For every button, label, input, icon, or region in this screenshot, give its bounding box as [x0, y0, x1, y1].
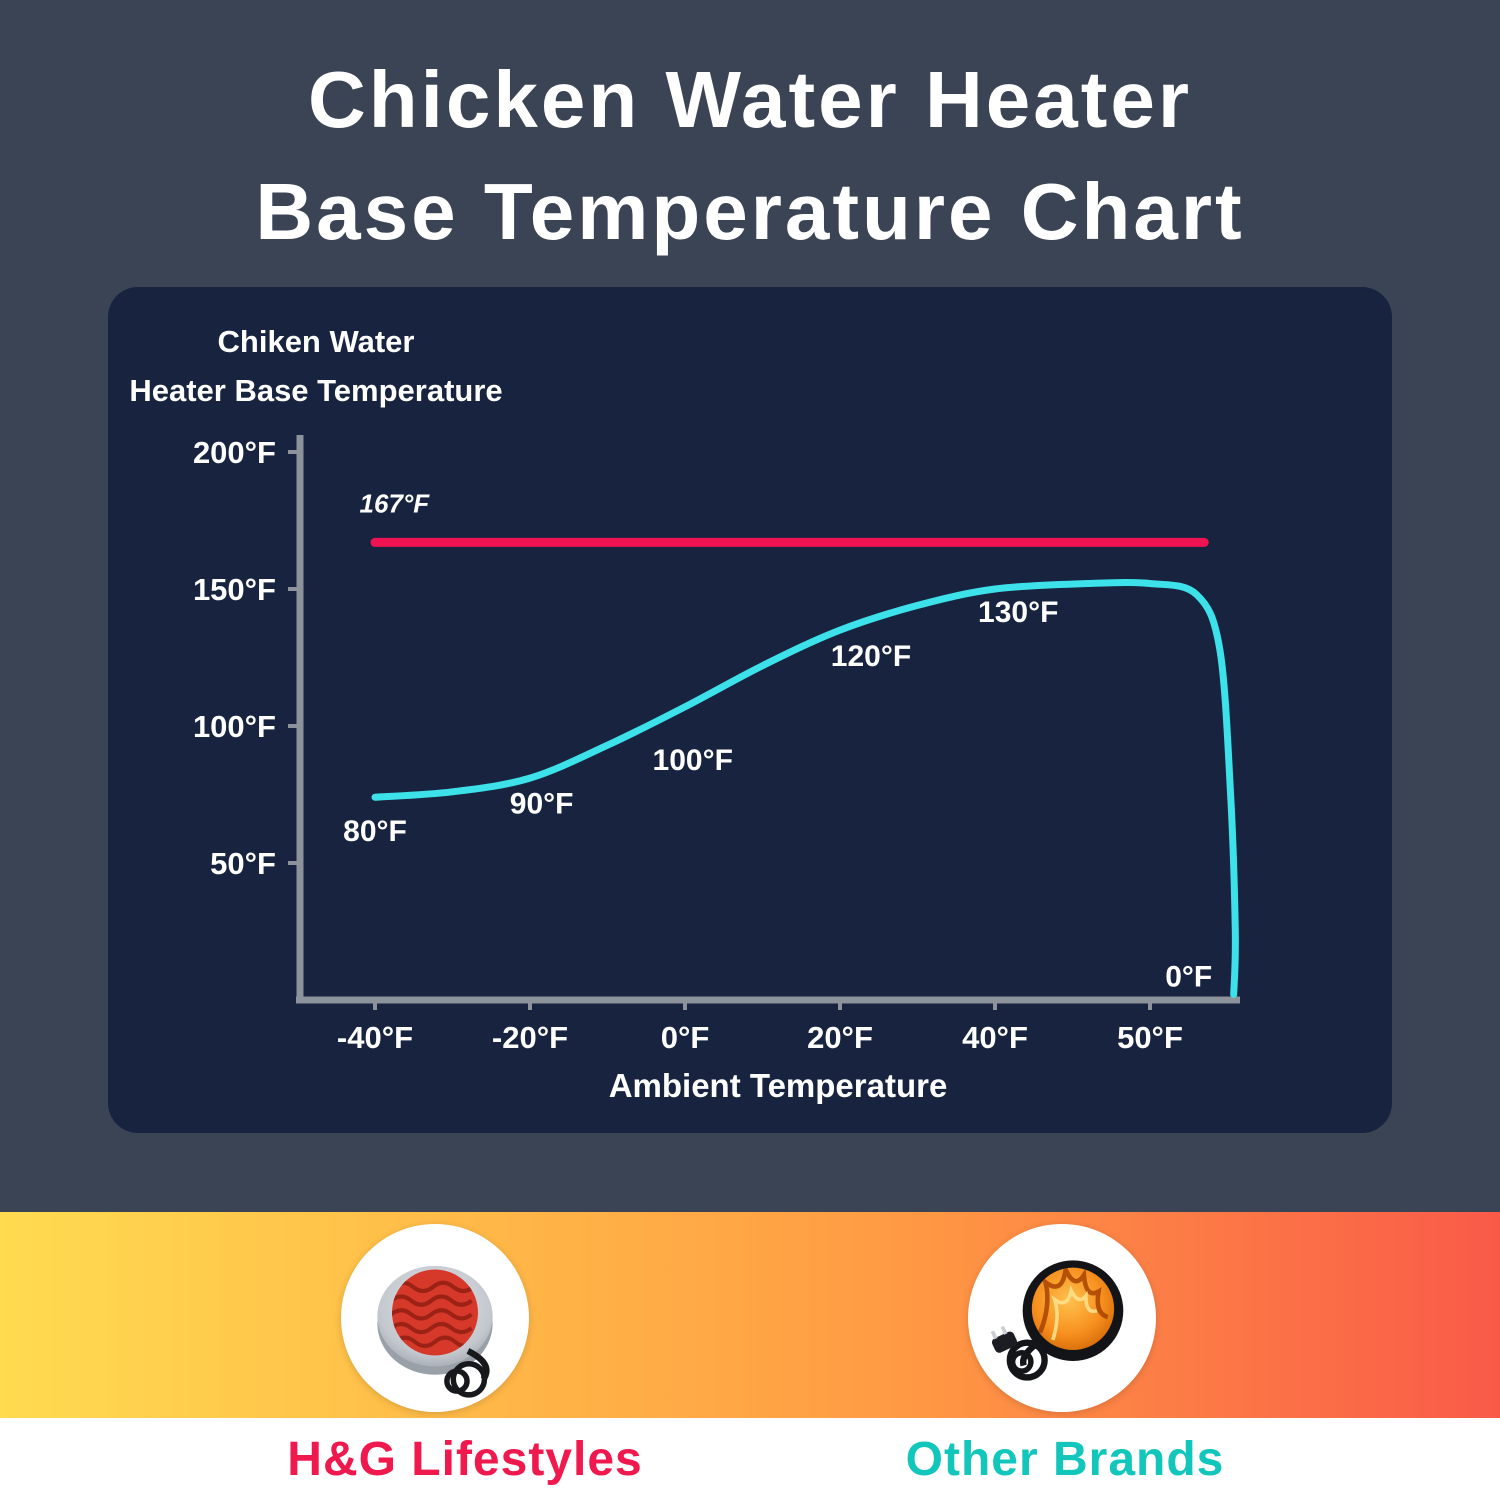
chart-title-line1: Chiken Water: [217, 324, 415, 359]
chart-y-axis-title: Chiken Water Heater Base Temperature: [126, 317, 506, 415]
x-tick-label: 20°F: [807, 1020, 873, 1055]
chart-title-line2: Heater Base Temperature: [129, 373, 503, 408]
curve-annotation: 90°F: [510, 788, 574, 821]
x-tick-label: -20°F: [492, 1020, 568, 1055]
y-tick-label: 50°F: [210, 846, 276, 881]
x-tick-label: -40°F: [337, 1020, 413, 1055]
y-tick-label: 150°F: [193, 572, 276, 607]
x-tick-label: 40°F: [962, 1020, 1028, 1055]
heating-coil-pattern: [392, 1280, 475, 1348]
other-product-image: [968, 1224, 1156, 1412]
curve-annotation: 100°F: [653, 744, 733, 777]
page-title-line1: Chicken Water Heater: [308, 55, 1192, 144]
chart-panel: Chiken Water Heater Base Temperature 200…: [108, 287, 1392, 1133]
curve-annotation: 0°F: [1165, 960, 1212, 993]
x-axis-title: Ambient Temperature: [608, 1067, 948, 1104]
brand-labels-row: H&G Lifestyles Other Brands: [0, 1418, 1500, 1500]
plug-body: [991, 1331, 1018, 1353]
x-tick-label: 50°F: [1117, 1020, 1183, 1055]
page-title: Chicken Water Heater Base Temperature Ch…: [0, 44, 1500, 268]
curve-annotation: 80°F: [343, 815, 407, 848]
flame-pattern: [1037, 1267, 1109, 1341]
product-band: [0, 1212, 1500, 1418]
x-tick-label: 0°F: [661, 1020, 710, 1055]
other-heater-illustration: [990, 1260, 1124, 1381]
curve-annotation: 130°F: [978, 596, 1058, 629]
y-tick-label: 200°F: [193, 435, 276, 470]
plug-prong-1: [990, 1330, 998, 1340]
plug-prong-2: [1000, 1325, 1008, 1335]
reference-line-label: 167°F: [360, 488, 431, 518]
page-title-line2: Base Temperature Chart: [255, 167, 1245, 256]
other-brands-label: Other Brands: [905, 1433, 1225, 1486]
y-tick-label: 100°F: [193, 709, 276, 744]
hg-lifestyles-label: H&G Lifestyles: [287, 1433, 643, 1486]
hg-product-image: [341, 1224, 529, 1412]
temperature-chart: 200°F 150°F 100°F 50°F -40°F -20°F 0°F 20°F 40°F…: [193, 435, 1240, 1055]
top-section: Chicken Water Heater Base Temperature Ch…: [0, 0, 1500, 1212]
curve-annotation: 120°F: [831, 640, 911, 673]
temperature-curve: [371, 578, 1239, 998]
hg-heater-illustration: [377, 1265, 493, 1398]
hg-cord-coil-outer: [450, 1361, 488, 1398]
other-cord-coil-outer: [1006, 1339, 1048, 1381]
other-cord-coil-inner: [1009, 1350, 1034, 1374]
hg-cord-coil-inner: [444, 1368, 470, 1394]
